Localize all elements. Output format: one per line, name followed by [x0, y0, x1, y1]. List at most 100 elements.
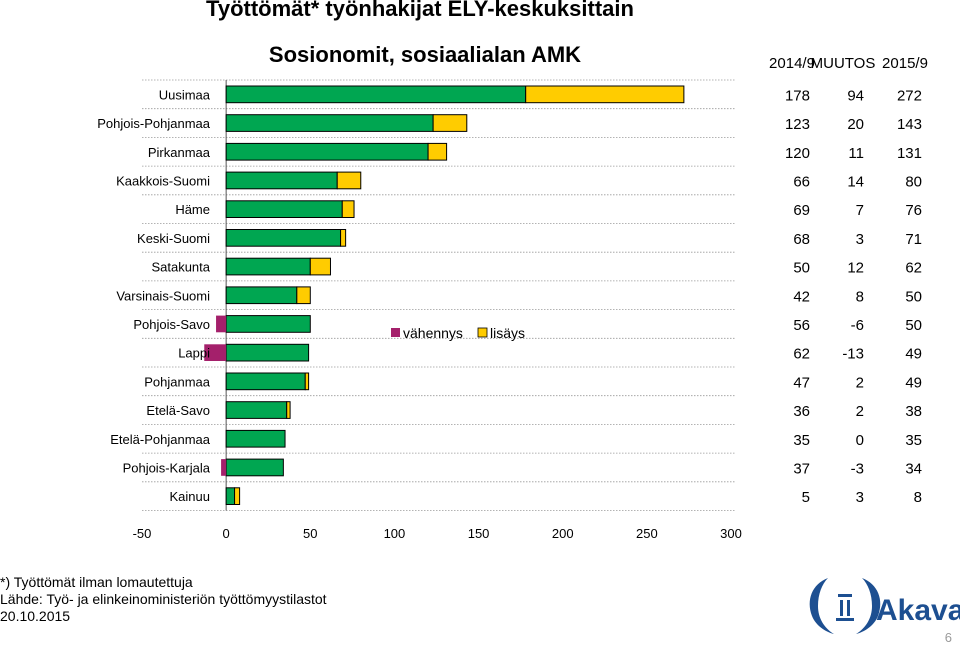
table-header: 2015/9	[882, 55, 928, 72]
category-label: Uusimaa	[159, 87, 211, 102]
table-cell: 42	[793, 288, 810, 305]
akava-logo: Akava	[809, 578, 960, 634]
bar-base	[225, 343, 310, 362]
table-cell: 120	[785, 145, 810, 162]
legend-label-decrease: vähennys	[403, 325, 463, 341]
table-cell: 50	[905, 317, 922, 334]
table-cell: -3	[851, 460, 864, 477]
x-tick-label: 100	[384, 526, 406, 541]
bar-base	[225, 286, 298, 305]
category-label: Pirkanmaa	[148, 145, 211, 160]
table-cell: 94	[847, 87, 864, 104]
bar-decrease	[221, 459, 227, 476]
category-label: Kainuu	[170, 489, 210, 504]
bar-increase	[525, 85, 685, 104]
akava-logo-text: Akava	[876, 594, 960, 627]
table-cell: 68	[793, 231, 810, 248]
x-tick-label: 200	[552, 526, 574, 541]
bar-increase	[309, 257, 331, 276]
table-cell: 47	[793, 374, 810, 391]
table-cell: 36	[793, 403, 810, 420]
table-cell: 5	[802, 489, 810, 506]
bar-base	[225, 372, 306, 391]
bar-base	[225, 257, 311, 276]
category-label: Keski-Suomi	[137, 231, 210, 246]
table-cell: 8	[914, 489, 922, 506]
table-cell: 123	[785, 116, 810, 133]
bar-increase	[304, 372, 310, 391]
category-label: Pohjois-Savo	[133, 317, 210, 332]
bar-base	[225, 229, 342, 247]
table-cell: 7	[856, 202, 864, 219]
bar-base	[225, 429, 286, 448]
table-cell: 35	[905, 432, 922, 449]
bar-base	[225, 85, 527, 104]
laurel-wreath-icon	[809, 578, 881, 634]
table-header: MUUTOS	[811, 55, 876, 72]
table-cell: 62	[793, 346, 810, 363]
table-cell: 272	[897, 87, 922, 104]
table-cell: 56	[793, 317, 810, 334]
table-cell: 3	[856, 489, 864, 506]
bar-base	[225, 458, 284, 477]
table-cell: 76	[905, 202, 922, 219]
bar-increase	[234, 487, 241, 505]
table-cell: 2	[856, 403, 864, 420]
bar-increase	[427, 142, 448, 161]
bar-base	[225, 171, 338, 190]
table-cell: 12	[847, 260, 864, 277]
table-cell: 37	[793, 460, 810, 477]
table-cell: 50	[793, 260, 810, 277]
category-label: Pohjanmaa	[144, 374, 211, 389]
table-cell: 2	[856, 374, 864, 391]
bar-increase	[340, 229, 347, 247]
page-number: 6	[944, 630, 952, 645]
table-cell: -6	[851, 317, 864, 334]
bar-increase	[286, 401, 291, 419]
category-label: Pohjois-Pohjanmaa	[97, 116, 211, 131]
table-cell: 20	[847, 116, 864, 133]
bar-increase	[336, 171, 362, 190]
table-cell: 143	[897, 116, 922, 133]
x-tick-label: 300	[720, 526, 742, 541]
bar-base	[225, 114, 434, 132]
category-label: Kaakkois-Suomi	[116, 173, 210, 188]
x-tick-label: -50	[133, 526, 152, 541]
table-cell: 35	[793, 432, 810, 449]
bar-increase	[432, 114, 468, 132]
table-cell: 11	[848, 145, 864, 162]
table-cell: 49	[905, 374, 922, 391]
table-cell: 62	[905, 260, 922, 277]
x-tick-label: 0	[223, 526, 230, 541]
table-cell: 8	[856, 288, 864, 305]
category-label: Etelä-Pohjanmaa	[110, 432, 210, 447]
x-tick-label: 250	[636, 526, 658, 541]
legend-swatch-increase	[477, 327, 488, 338]
table-cell: 66	[793, 173, 810, 190]
category-label: Häme	[175, 202, 210, 217]
bar-increase	[341, 200, 355, 219]
table-cell: 3	[856, 231, 864, 248]
bar-base	[225, 315, 311, 333]
bar-increase	[296, 286, 311, 305]
x-tick-label: 150	[468, 526, 490, 541]
table-header: 2014/9	[769, 55, 815, 72]
table-cell: 49	[905, 346, 922, 363]
category-label: Etelä-Savo	[146, 403, 210, 418]
category-label: Lappi	[178, 346, 210, 361]
bar-base	[225, 200, 343, 219]
table-cell: 34	[905, 460, 922, 477]
bar-base	[225, 142, 429, 161]
category-label: Varsinais-Suomi	[116, 288, 210, 303]
category-label: Pohjois-Karjala	[123, 460, 211, 475]
bar-decrease	[204, 344, 227, 361]
legend-label-increase: lisäys	[490, 325, 525, 341]
table-cell: 69	[793, 202, 810, 219]
bar-base	[225, 401, 288, 419]
footnote: *) Työttömät ilman lomautettuja	[0, 574, 193, 590]
table-cell: 80	[905, 173, 922, 190]
source-note: Lähde: Työ- ja elinkeinoministeriön työt…	[0, 591, 327, 607]
table-cell: 131	[897, 145, 922, 162]
page-title: Työttömät* työnhakijat ELY-keskuksittain	[206, 0, 634, 21]
